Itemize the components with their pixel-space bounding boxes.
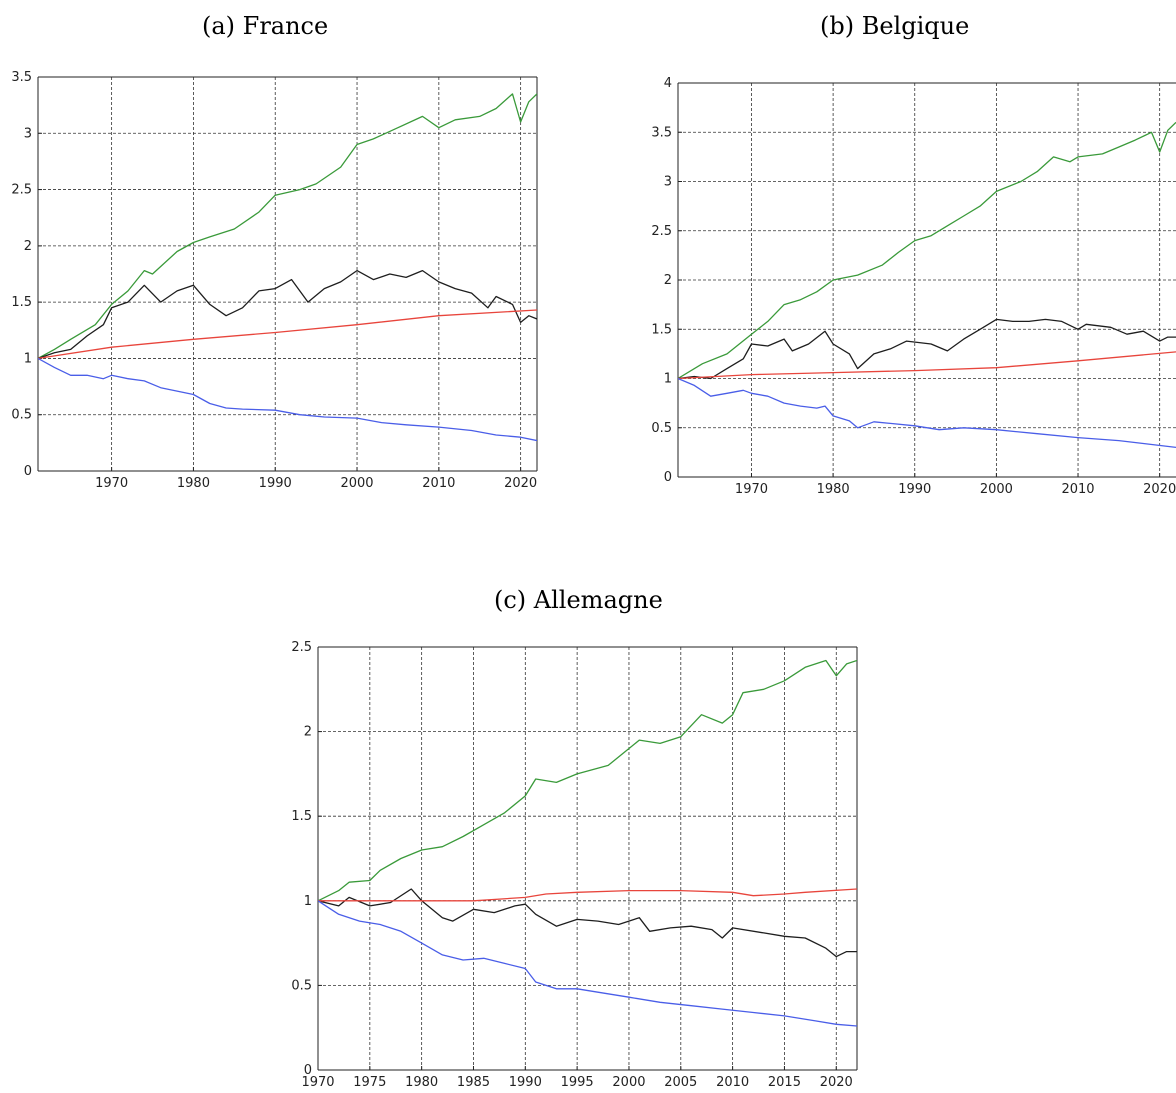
y-tick-label: 1 xyxy=(304,894,312,909)
chart-a: 1970 1980 1990 2000 2010 2020 0 0.5 1 1.5 2 2.5 3 3.5 xyxy=(11,70,538,491)
x-tick-label-1970: 1970 xyxy=(735,482,768,497)
series-line-blue xyxy=(318,900,857,1027)
x-tick-label-1980: 1980 xyxy=(405,1075,438,1090)
x-tick-label-1970: 1970 xyxy=(95,476,128,491)
plot-frame xyxy=(677,82,1176,478)
x-tick-label-1990: 1990 xyxy=(509,1075,542,1090)
x-tick-label-2020: 2020 xyxy=(1143,482,1176,497)
y-tick-label: 1 xyxy=(664,372,672,387)
y-tick-label: 1 xyxy=(24,351,32,366)
plot-frame xyxy=(37,76,538,472)
x-tick-label-1995: 1995 xyxy=(561,1075,594,1090)
x-tick-label-1980: 1980 xyxy=(817,482,850,497)
x-tick-label-2010: 2010 xyxy=(716,1075,749,1090)
y-tick-label: 3.5 xyxy=(651,125,672,140)
series-line-black xyxy=(678,318,1176,380)
series-line-black xyxy=(38,269,537,360)
x-tick-label-2000: 2000 xyxy=(340,476,373,491)
y-tick-label: 2.5 xyxy=(11,183,32,198)
x-tick-label-1990: 1990 xyxy=(898,482,931,497)
series-line-red xyxy=(678,351,1176,380)
series-group xyxy=(38,93,537,442)
y-tick-label: 1.5 xyxy=(291,809,312,824)
y-tick-label: 3 xyxy=(24,126,32,141)
x-tick-label-2015: 2015 xyxy=(768,1075,801,1090)
y-tick-label: 2.5 xyxy=(651,224,672,239)
chart-c: 1970 1975 1980 1985 1990 1995 2000 2005 2010 2015… xyxy=(291,640,858,1090)
series-line-green xyxy=(38,93,537,359)
y-tick-label: 3 xyxy=(664,175,672,190)
y-tick-label: 2 xyxy=(304,725,312,740)
y-tick-label: 1.5 xyxy=(11,295,32,310)
y-tick-label: 1.5 xyxy=(651,322,672,337)
y-tick-label: 0 xyxy=(664,470,672,485)
series-line-blue xyxy=(38,357,537,442)
series-line-green xyxy=(678,121,1176,380)
x-tick-label-2000: 2000 xyxy=(612,1075,645,1090)
series-line-red xyxy=(318,888,857,902)
y-tick-label: 4 xyxy=(664,76,672,91)
y-tick-label: 3.5 xyxy=(11,70,32,85)
series-line-blue xyxy=(678,377,1176,449)
series-line-red xyxy=(38,309,537,360)
plot-frame xyxy=(317,646,858,1071)
y-tick-label: 2 xyxy=(664,273,672,288)
y-tick-label: 0.5 xyxy=(651,421,672,436)
x-tick-label-2010: 2010 xyxy=(1061,482,1094,497)
chart-b: 1970 1980 1990 2000 2010 2020 0 0.5 1 1.5 2 2.5 3 3.5… xyxy=(651,76,1176,497)
y-tick-label: 0 xyxy=(304,1063,312,1078)
y-tick-label: 0.5 xyxy=(291,978,312,993)
x-tick-label-2010: 2010 xyxy=(422,476,455,491)
x-tick-label-2020: 2020 xyxy=(820,1075,853,1090)
y-tick-label: 0 xyxy=(24,464,32,479)
series-line-green xyxy=(318,659,857,902)
x-tick-label-1970: 1970 xyxy=(301,1075,334,1090)
x-tick-label-2020: 2020 xyxy=(504,476,537,491)
series-group xyxy=(318,659,857,1027)
y-tick-label: 2 xyxy=(24,239,32,254)
caption-france: (a) France xyxy=(202,12,329,40)
y-tick-label: 0.5 xyxy=(11,408,32,423)
x-tick-label-2000: 2000 xyxy=(980,482,1013,497)
x-tick-label-1975: 1975 xyxy=(353,1075,386,1090)
series-line-black xyxy=(318,888,857,958)
series-group xyxy=(678,121,1176,449)
x-tick-label-1985: 1985 xyxy=(457,1075,490,1090)
x-tick-label-2005: 2005 xyxy=(664,1075,697,1090)
x-tick-label-1990: 1990 xyxy=(259,476,292,491)
caption-allemagne: (c) Allemagne xyxy=(494,586,663,614)
y-tick-label: 2.5 xyxy=(291,640,312,655)
x-tick-label-1980: 1980 xyxy=(177,476,210,491)
caption-belgique: (b) Belgique xyxy=(820,12,970,40)
